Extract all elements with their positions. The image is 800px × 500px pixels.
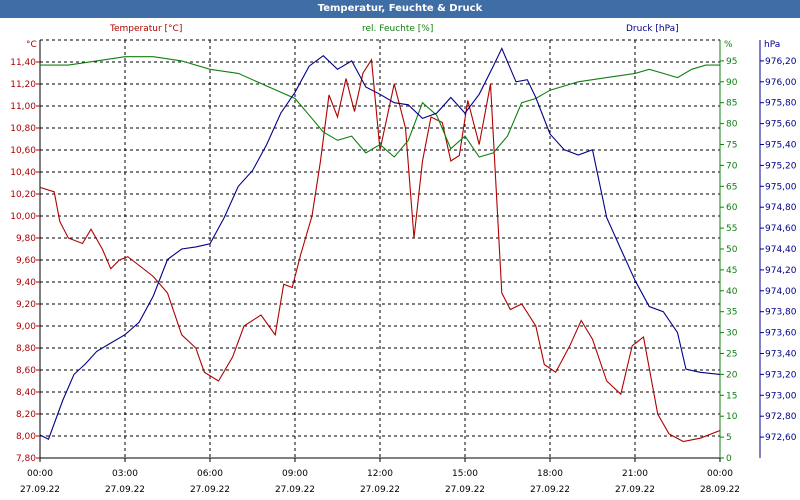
x-tick-time-label: 09:00 — [282, 469, 308, 479]
humidity-tick-label: 40 — [726, 287, 738, 297]
pressure-unit: hPa — [764, 40, 781, 50]
humidity-tick-label: 45 — [726, 266, 737, 276]
temperature-unit: °C — [26, 40, 37, 50]
humidity-tick-label: 20 — [726, 370, 738, 380]
humidity-tick-label: 5 — [726, 433, 732, 443]
temperature-legend: Temperatur [°C] — [110, 24, 183, 34]
temperature-tick-label: 7,80 — [16, 454, 36, 464]
pressure-tick-label: 974,60 — [765, 224, 797, 234]
x-tick-time-label: 06:00 — [197, 469, 223, 479]
x-tick-date-label: 27.09.22 — [105, 485, 145, 495]
humidity-tick-label: 60 — [726, 203, 738, 213]
humidity-tick-label: 50 — [726, 245, 738, 255]
pressure-tick-label: 973,60 — [765, 329, 797, 339]
x-tick-time-label: 15:00 — [452, 469, 478, 479]
temperature-tick-label: 11,40 — [10, 58, 36, 68]
x-tick-date-label: 27.09.22 — [20, 485, 60, 495]
x-tick-time-label: 00:00 — [27, 469, 53, 479]
humidity-tick-label: 10 — [726, 412, 738, 422]
temperature-tick-label: 8,20 — [16, 410, 36, 420]
pressure-tick-label: 975,80 — [765, 99, 797, 109]
x-tick-date-label: 28.09.22 — [700, 485, 740, 495]
x-tick-date-label: 27.09.22 — [190, 485, 230, 495]
pressure-tick-label: 973,00 — [765, 391, 797, 401]
pressure-tick-label: 975,20 — [765, 161, 797, 171]
pressure-tick-label: 974,00 — [765, 287, 797, 297]
pressure-tick-label: 972,60 — [765, 433, 797, 443]
humidity-tick-label: 0 — [726, 454, 732, 464]
humidity-tick-label: 65 — [726, 182, 737, 192]
pressure-tick-label: 972,80 — [765, 412, 797, 422]
pressure-line — [39, 47, 721, 440]
temperature-tick-label: 10,60 — [10, 146, 36, 156]
pressure-tick-label: 974,40 — [765, 245, 797, 255]
temperature-tick-label: 9,00 — [16, 322, 36, 332]
chart-title: Temperatur, Feuchte & Druck — [0, 0, 800, 18]
humidity-tick-label: 95 — [726, 57, 737, 67]
x-tick-date-label: 27.09.22 — [275, 485, 315, 495]
temperature-tick-label: 10,40 — [10, 168, 36, 178]
humidity-tick-label: 75 — [726, 141, 737, 151]
temperature-tick-label: 11,00 — [10, 102, 36, 112]
humidity-unit: % — [724, 40, 733, 50]
humidity-legend: rel. Feuchte [%] — [362, 24, 434, 34]
pressure-legend: Druck [hPa] — [626, 24, 679, 34]
temperature-tick-label: 8,80 — [16, 344, 36, 354]
humidity-tick-label: 15 — [726, 391, 737, 401]
humidity-tick-label: 70 — [726, 161, 738, 171]
temperature-tick-label: 10,00 — [10, 212, 36, 222]
x-tick-date-label: 27.09.22 — [445, 485, 485, 495]
temperature-tick-label: 9,20 — [16, 300, 36, 310]
humidity-line — [40, 56, 720, 158]
temperature-tick-label: 10,20 — [10, 190, 36, 200]
humidity-tick-label: 85 — [726, 99, 737, 109]
pressure-tick-label: 973,40 — [765, 350, 797, 360]
humidity-tick-label: 90 — [726, 78, 738, 88]
pressure-tick-label: 973,20 — [765, 370, 797, 380]
temperature-tick-label: 9,80 — [16, 234, 36, 244]
temperature-tick-label: 8,00 — [16, 432, 36, 442]
x-tick-date-label: 27.09.22 — [615, 485, 655, 495]
pressure-tick-label: 975,00 — [765, 182, 797, 192]
humidity-tick-label: 25 — [726, 350, 737, 360]
x-tick-time-label: 03:00 — [112, 469, 138, 479]
humidity-tick-label: 35 — [726, 308, 737, 318]
pressure-tick-label: 974,80 — [765, 203, 797, 213]
temperature-tick-label: 9,40 — [16, 278, 36, 288]
pressure-tick-label: 973,80 — [765, 308, 797, 318]
pressure-tick-label: 976,00 — [765, 78, 797, 88]
pressure-tick-label: 975,60 — [765, 120, 797, 130]
temperature-tick-label: 8,60 — [16, 366, 36, 376]
temperature-tick-label: 10,80 — [10, 124, 36, 134]
temperature-tick-label: 9,60 — [16, 256, 36, 266]
humidity-tick-label: 80 — [726, 120, 738, 130]
temperature-tick-label: 8,40 — [16, 388, 36, 398]
x-tick-time-label: 12:00 — [367, 469, 393, 479]
x-tick-time-label: 00:00 — [707, 469, 733, 479]
x-tick-time-label: 21:00 — [622, 469, 648, 479]
x-tick-date-label: 27.09.22 — [530, 485, 570, 495]
humidity-tick-label: 55 — [726, 224, 737, 234]
temperature-tick-label: 11,20 — [10, 80, 36, 90]
temperature-line — [39, 58, 721, 443]
humidity-tick-label: 30 — [726, 329, 738, 339]
pressure-tick-label: 974,20 — [765, 266, 797, 276]
pressure-tick-label: 976,20 — [765, 57, 797, 67]
pressure-tick-label: 975,40 — [765, 141, 797, 151]
x-tick-date-label: 27.09.22 — [360, 485, 400, 495]
x-tick-time-label: 18:00 — [537, 469, 563, 479]
